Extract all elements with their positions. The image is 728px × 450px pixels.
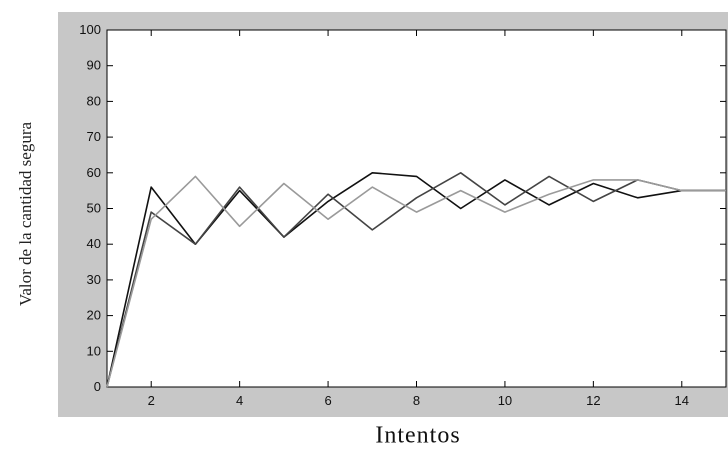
y-tick-label: 100 — [79, 22, 101, 37]
y-tick-label: 60 — [87, 165, 101, 180]
x-tick-label: 14 — [675, 393, 689, 408]
x-tick-label: 4 — [236, 393, 243, 408]
x-axis-label: Intentos — [375, 422, 461, 449]
y-tick-label: 30 — [87, 272, 101, 287]
y-axis-label: Valor de la cantidad segura — [16, 121, 35, 307]
y-tick-label: 70 — [87, 129, 101, 144]
x-tick-label: 10 — [498, 393, 512, 408]
series-line-3 — [106, 175, 726, 388]
y-tick-label: 80 — [87, 93, 101, 108]
y-tick-label: 90 — [87, 58, 101, 73]
y-tick-label: 20 — [87, 308, 101, 323]
plot-area — [106, 29, 727, 388]
x-tick-label: 8 — [413, 393, 420, 408]
y-tick-label: 40 — [87, 236, 101, 251]
x-tick-label: 12 — [586, 393, 600, 408]
y-tick-label: 0 — [94, 379, 101, 394]
y-tick-label: 10 — [87, 343, 101, 358]
y-tick-label: 50 — [87, 201, 101, 216]
series-line-2 — [106, 172, 726, 388]
x-tick-label: 2 — [148, 393, 155, 408]
x-tick-label: 6 — [324, 393, 331, 408]
